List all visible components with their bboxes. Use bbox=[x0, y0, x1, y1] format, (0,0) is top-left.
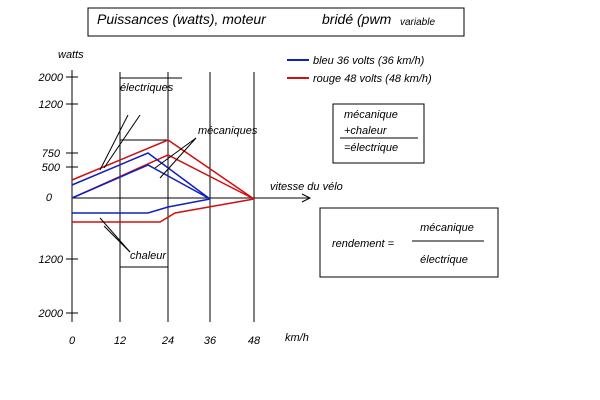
efficiency-label: rendement = bbox=[332, 238, 395, 250]
y-tick: 1200 bbox=[39, 254, 64, 266]
efficiency-denominator: électrique bbox=[420, 254, 468, 266]
x-unit: km/h bbox=[285, 332, 309, 344]
y-tick: 1200 bbox=[39, 99, 64, 111]
y-tick: 500 bbox=[42, 162, 61, 174]
balance-line: =électrique bbox=[344, 142, 398, 154]
x-title: vitesse du vélo bbox=[270, 181, 343, 193]
annotation: mécaniques bbox=[198, 125, 258, 137]
balance-box bbox=[332, 103, 425, 164]
y-unit: watts bbox=[58, 49, 84, 61]
y-tick: 0 bbox=[46, 192, 53, 204]
legend-label: bleu 36 volts (36 km/h) bbox=[313, 55, 425, 67]
pointers bbox=[99, 114, 197, 253]
title-small: variable bbox=[400, 17, 435, 28]
legend-label: rouge 48 volts (48 km/h) bbox=[313, 73, 432, 85]
x-tick: 12 bbox=[114, 335, 126, 347]
efficiency-numerator: mécanique bbox=[420, 222, 474, 234]
balance-line: +chaleur bbox=[344, 125, 388, 137]
x-tick: 36 bbox=[204, 335, 217, 347]
title-box bbox=[87, 7, 465, 37]
annotation: électriques bbox=[120, 82, 174, 94]
title-suffix: bridé (pwm bbox=[322, 11, 392, 27]
y-ticks: 2000 1200 750 500 0 1200 2000 bbox=[38, 72, 64, 320]
x-ticks: 0 12 24 36 48 bbox=[69, 335, 261, 347]
grid bbox=[66, 72, 255, 322]
efficiency-box bbox=[319, 207, 499, 278]
x-tick: 24 bbox=[161, 335, 174, 347]
x-tick: 0 bbox=[69, 335, 76, 347]
blue-curves bbox=[71, 152, 211, 214]
y-tick: 2000 bbox=[38, 72, 64, 84]
x-tick: 48 bbox=[248, 335, 261, 347]
title: Puissances (watts), moteur bbox=[97, 11, 267, 27]
arrow bbox=[301, 193, 312, 203]
y-tick: 750 bbox=[42, 148, 61, 160]
y-tick: 2000 bbox=[38, 308, 64, 320]
annotation: chaleur bbox=[130, 250, 167, 262]
red-curves bbox=[71, 139, 255, 223]
balance-line: mécanique bbox=[344, 109, 398, 121]
